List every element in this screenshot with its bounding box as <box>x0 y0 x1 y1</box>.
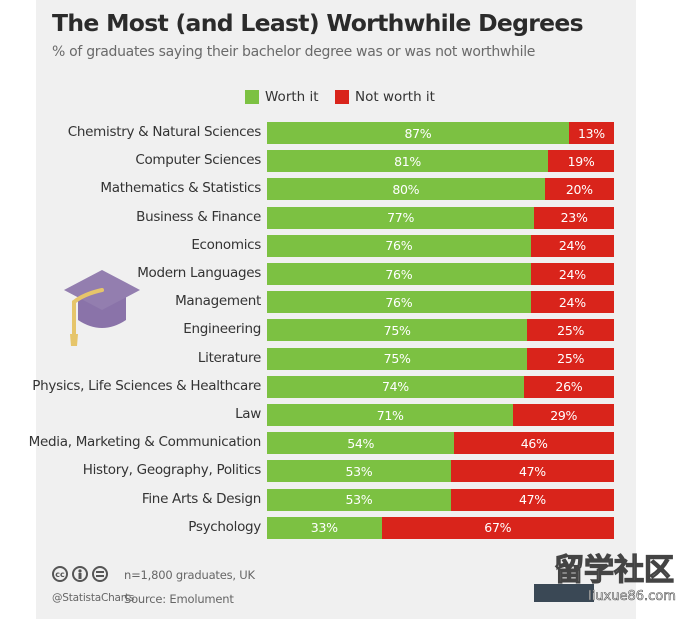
category-label: Fine Arts & Design <box>141 490 261 507</box>
legend-label-worth: Worth it <box>265 89 319 105</box>
legend-swatch-worth <box>245 90 259 104</box>
attribution-icon <box>72 566 88 582</box>
license-icons: cc <box>52 566 108 582</box>
category-label: Management <box>175 293 261 310</box>
bar-worth: 76% <box>267 291 531 314</box>
bar-not-worth: 25% <box>527 319 614 342</box>
bar-not-worth: 47% <box>450 488 614 511</box>
bar-not-worth: 13% <box>568 122 614 144</box>
category-label: Mathematics & Statistics <box>100 180 261 197</box>
bar-worth: 74% <box>267 375 524 398</box>
legend-swatch-not-worth <box>335 90 349 104</box>
chart-subtitle: % of graduates saying their bachelor deg… <box>52 44 536 60</box>
category-label: History, Geography, Politics <box>82 462 262 479</box>
category-label: Business & Finance <box>136 208 261 225</box>
statista-handle: @StatistaCharts <box>52 592 135 604</box>
category-label: Physics, Life Sciences & Healthcare <box>32 377 261 394</box>
bar-not-worth: 24% <box>530 234 614 257</box>
category-label: Law <box>235 406 261 422</box>
bar-not-worth: 29% <box>513 404 614 426</box>
chart-title: The Most (and Least) Worthwhile Degrees <box>52 9 584 37</box>
bar-not-worth: 46% <box>454 432 614 455</box>
watermark-url: liuxue86.com <box>588 589 676 604</box>
category-label: Literature <box>197 349 261 366</box>
category-label: Media, Marketing & Communication <box>28 434 262 451</box>
bar-not-worth: 24% <box>530 263 614 285</box>
category-label: Engineering <box>183 321 261 338</box>
category-label: Modern Languages <box>137 265 261 281</box>
sample-note: n=1,800 graduates, UK <box>124 568 255 582</box>
bar-not-worth: 24% <box>530 291 614 314</box>
category-label: Psychology <box>188 518 261 535</box>
creative-commons-icon: cc <box>52 566 68 582</box>
bar-not-worth: 47% <box>450 460 614 483</box>
bar-worth: 54% <box>267 432 455 455</box>
bar-worth: 75% <box>267 347 528 370</box>
bar-worth: 77% <box>267 206 535 229</box>
bar-worth: 71% <box>267 404 514 426</box>
bar-worth: 76% <box>267 263 531 285</box>
bar-not-worth: 20% <box>544 178 614 201</box>
bar-not-worth: 23% <box>534 206 614 229</box>
legend-item-worth: Worth it <box>245 89 319 105</box>
source-note: Source: Emolument <box>124 592 234 606</box>
no-derivatives-icon <box>92 566 108 582</box>
bar-worth: 53% <box>267 460 451 483</box>
bar-worth: 81% <box>267 150 549 173</box>
category-label: Chemistry & Natural Sciences <box>67 124 262 140</box>
watermark-logo: 留学社区 <box>554 553 674 588</box>
legend-label-not-worth: Not worth it <box>355 89 435 105</box>
graduation-cap-icon <box>64 270 140 346</box>
category-label: Computer Sciences <box>135 152 261 169</box>
site-watermark: 留学社区 liuxue86.com <box>534 552 676 604</box>
legend-item-not-worth: Not worth it <box>335 89 435 105</box>
bar-worth: 33% <box>267 516 382 539</box>
bar-worth: 80% <box>267 178 545 201</box>
bar-not-worth: 67% <box>381 516 614 539</box>
bar-worth: 76% <box>267 234 531 257</box>
bar-not-worth: 19% <box>548 150 614 173</box>
category-label: Economics <box>191 236 261 253</box>
bar-not-worth: 25% <box>527 347 614 370</box>
bar-worth: 87% <box>267 122 569 144</box>
bar-worth: 53% <box>267 488 451 511</box>
bar-not-worth: 26% <box>523 375 614 398</box>
bar-worth: 75% <box>267 319 528 342</box>
